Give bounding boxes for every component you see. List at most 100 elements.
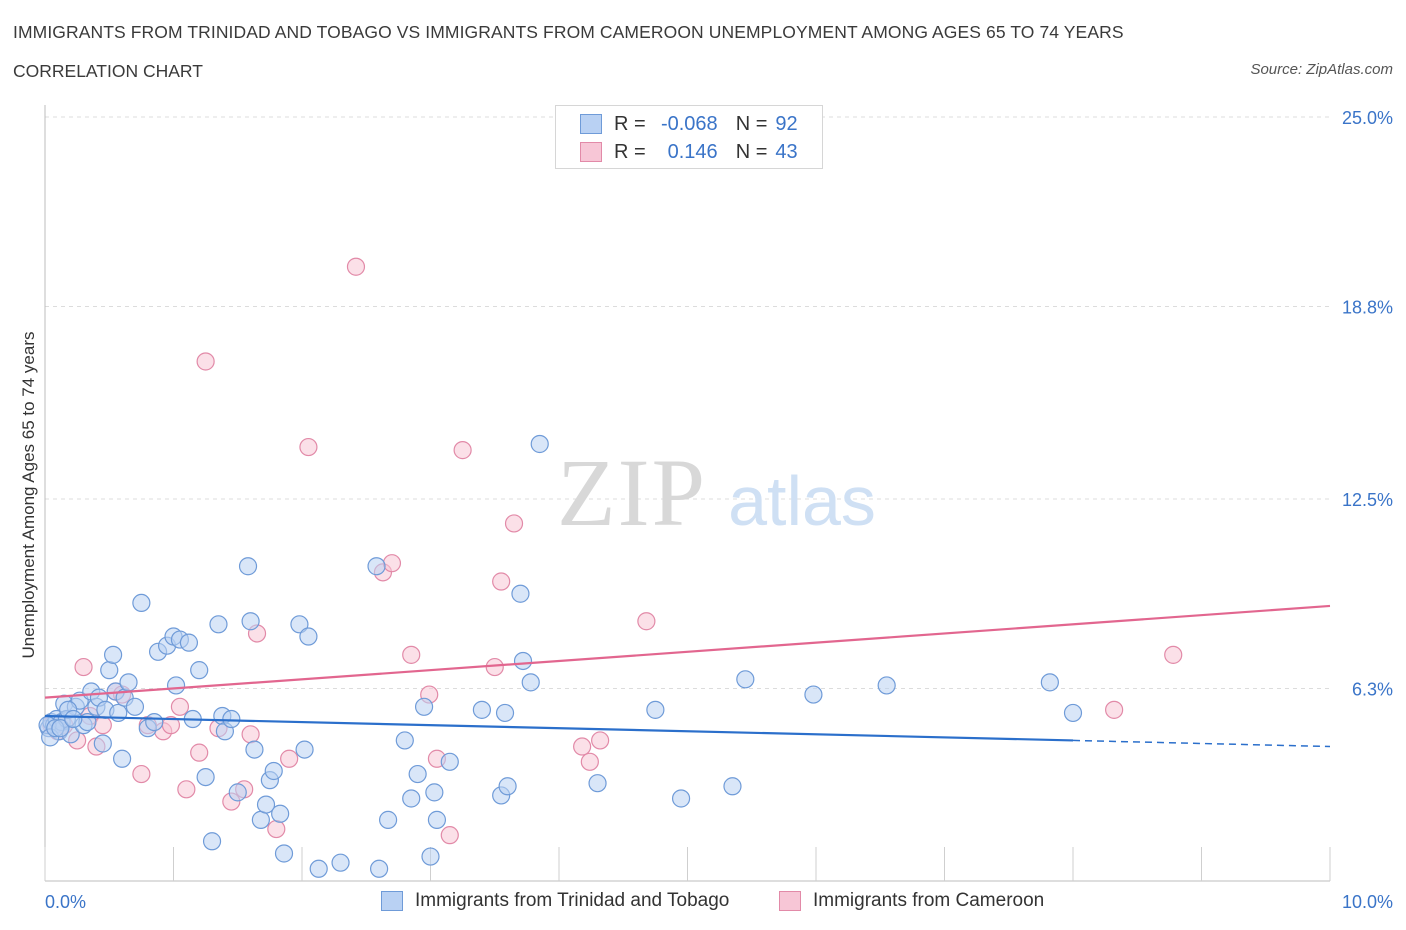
data-point-trinidad bbox=[414, 697, 434, 716]
chart-subtitle: CORRELATION CHART bbox=[13, 61, 203, 81]
trinidad-points bbox=[38, 434, 1083, 878]
series-legend: Immigrants from Trinidad and Tobago Immi… bbox=[0, 890, 1406, 916]
x-tick-label: 0.0% bbox=[45, 892, 86, 912]
data-point-trinidad bbox=[804, 685, 823, 704]
data-point-trinidad bbox=[440, 752, 459, 771]
legend-swatch-blue bbox=[381, 891, 403, 911]
data-point-trinidad bbox=[427, 810, 447, 829]
legend-swatch-blue bbox=[580, 114, 602, 134]
data-point-trinidad bbox=[251, 810, 270, 829]
y-tick-label: 18.8% bbox=[1342, 297, 1393, 317]
data-point-trinidad bbox=[100, 661, 119, 680]
data-point-trinidad bbox=[736, 670, 755, 689]
data-point-cameroon bbox=[93, 716, 112, 735]
data-point-trinidad bbox=[877, 676, 896, 695]
data-point-trinidad bbox=[256, 795, 276, 814]
legend-r-label: R = bbox=[614, 140, 646, 163]
y-axis-label: Unemployment Among Ages 65 to 74 years bbox=[19, 332, 38, 659]
data-point-trinidad bbox=[132, 593, 151, 613]
grid-lines bbox=[45, 116, 1330, 689]
data-point-trinidad bbox=[299, 627, 318, 646]
data-point-trinidad bbox=[271, 804, 290, 823]
data-point-trinidad bbox=[495, 703, 515, 723]
data-point-trinidad bbox=[93, 734, 112, 753]
trend-lines bbox=[44, 604, 1331, 748]
data-point-trinidad bbox=[202, 832, 222, 851]
watermark-zip: ZIP bbox=[557, 439, 707, 546]
data-point-cameroon bbox=[504, 514, 524, 533]
legend-item-trinidad[interactable]: Immigrants from Trinidad and Tobago bbox=[381, 890, 729, 912]
data-point-trinidad bbox=[402, 789, 421, 808]
data-point-cameroon bbox=[346, 257, 366, 276]
trend-line-cameroon bbox=[44, 604, 1331, 699]
data-point-trinidad bbox=[228, 783, 247, 802]
data-point-trinidad bbox=[222, 709, 241, 729]
data-point-trinidad bbox=[1063, 703, 1083, 723]
data-point-trinidad bbox=[119, 673, 138, 692]
data-point-trinidad bbox=[530, 434, 549, 454]
data-point-trinidad bbox=[425, 783, 444, 802]
data-point-cameroon bbox=[132, 764, 151, 784]
legend-n-label: N = bbox=[735, 112, 768, 135]
legend-n-value: 43 bbox=[775, 140, 798, 163]
legend-swatch-pink bbox=[779, 891, 801, 911]
data-point-trinidad bbox=[112, 749, 132, 768]
watermark: ZIP atlas bbox=[557, 439, 876, 546]
legend-r-value: -0.068 bbox=[660, 112, 718, 135]
legend-r-label: R = bbox=[614, 112, 646, 135]
data-point-trinidad bbox=[408, 764, 427, 784]
data-point-trinidad bbox=[274, 844, 294, 863]
data-point-cameroon bbox=[177, 780, 196, 799]
data-point-cameroon bbox=[485, 657, 504, 677]
legend-label-trinidad: Immigrants from Trinidad and Tobago bbox=[415, 890, 730, 911]
data-point-trinidad bbox=[145, 712, 164, 732]
x-tick-label: 10.0% bbox=[1342, 892, 1393, 912]
data-point-trinidad bbox=[51, 719, 70, 738]
cameroon-points bbox=[42, 257, 1183, 845]
data-point-trinidad bbox=[245, 740, 264, 759]
data-point-trinidad bbox=[367, 557, 386, 576]
data-point-trinidad bbox=[104, 645, 123, 664]
data-point-trinidad bbox=[646, 700, 665, 719]
data-point-cameroon bbox=[637, 612, 656, 631]
data-point-cameroon bbox=[382, 554, 402, 573]
data-point-cameroon bbox=[453, 441, 472, 460]
y-tick-label: 25.0% bbox=[1342, 108, 1393, 128]
legend-swatch-pink bbox=[580, 142, 602, 162]
legend-item-cameroon[interactable]: Immigrants from Cameroon bbox=[779, 890, 1044, 912]
data-point-trinidad bbox=[264, 761, 283, 781]
data-point-cameroon bbox=[190, 743, 209, 762]
data-point-cameroon bbox=[170, 697, 190, 716]
data-point-trinidad bbox=[671, 789, 691, 808]
data-point-trinidad bbox=[331, 853, 350, 872]
data-point-cameroon bbox=[74, 657, 93, 677]
data-point-cameroon bbox=[1105, 700, 1124, 719]
data-point-cameroon bbox=[196, 352, 215, 371]
x-tick-labels: 0.0% 10.0% bbox=[45, 892, 1393, 912]
data-point-trinidad bbox=[513, 651, 533, 671]
data-point-trinidad bbox=[723, 777, 742, 796]
data-point-trinidad bbox=[511, 584, 530, 603]
data-point-trinidad bbox=[521, 673, 540, 692]
data-point-trinidad bbox=[472, 700, 491, 719]
data-point-trinidad bbox=[290, 615, 309, 634]
data-point-cameroon bbox=[1164, 645, 1183, 664]
data-point-cameroon bbox=[573, 737, 592, 756]
data-point-trinidad bbox=[166, 676, 186, 695]
chart-title: IMMIGRANTS FROM TRINIDAD AND TOBAGO VS I… bbox=[13, 22, 1124, 42]
data-point-trinidad bbox=[309, 859, 328, 878]
data-point-trinidad bbox=[209, 615, 228, 634]
data-point-cameroon bbox=[402, 645, 421, 664]
data-point-trinidad bbox=[295, 740, 314, 759]
data-point-trinidad bbox=[179, 633, 199, 652]
data-point-cameroon bbox=[591, 731, 610, 750]
data-point-trinidad bbox=[378, 810, 398, 829]
data-point-trinidad bbox=[64, 709, 83, 729]
trend-line-trinidad bbox=[44, 714, 1074, 742]
correlation-legend: R = -0.068 N = 92 R = 0.146 N = 43 bbox=[555, 105, 823, 169]
data-point-cameroon bbox=[280, 749, 299, 768]
watermark-atlas: atlas bbox=[728, 462, 876, 540]
data-point-trinidad bbox=[190, 661, 209, 680]
legend-row-cameroon: R = 0.146 N = 43 bbox=[580, 140, 798, 164]
legend-n-label: N = bbox=[735, 140, 768, 163]
